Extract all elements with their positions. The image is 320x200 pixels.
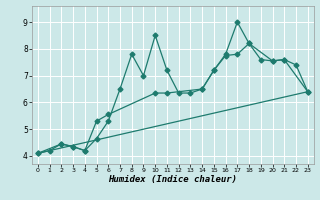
X-axis label: Humidex (Indice chaleur): Humidex (Indice chaleur) (108, 175, 237, 184)
